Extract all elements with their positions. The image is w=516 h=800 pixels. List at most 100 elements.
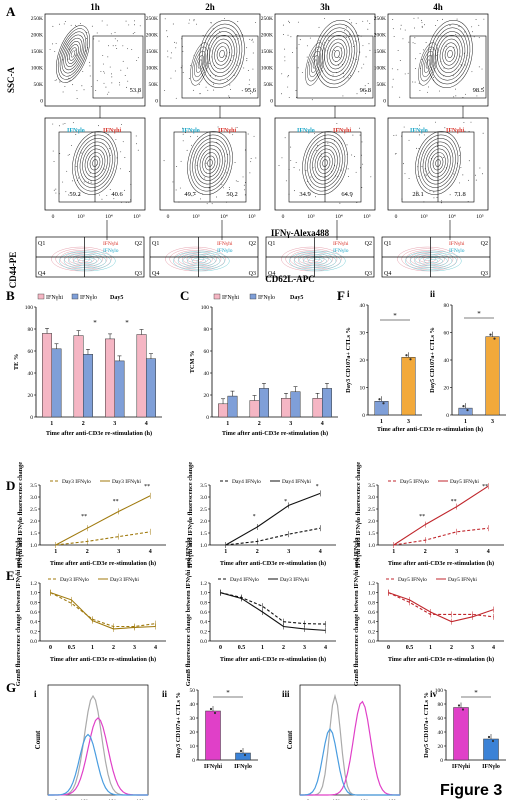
contour-line-lo	[187, 255, 216, 267]
scatter-dot	[349, 33, 351, 35]
scatter-dot	[431, 55, 433, 57]
y-tick-label: 20	[438, 744, 444, 750]
contour-line	[321, 31, 353, 77]
scatter-dot	[290, 146, 292, 148]
scatter-dot	[122, 45, 124, 47]
scatter-dot	[241, 90, 243, 92]
scatter-dot	[292, 52, 293, 54]
contour-line	[319, 27, 355, 81]
scatter-dot	[109, 154, 111, 156]
quadrant-label: Q3	[481, 271, 488, 277]
scatter-dot	[170, 52, 172, 54]
contour-line	[334, 50, 340, 58]
quadrant-label: Q2	[249, 241, 256, 247]
x-tick-label: 4	[321, 421, 324, 427]
scatter-dot	[297, 21, 299, 23]
y-tick-label: 100K	[374, 66, 386, 72]
bar	[249, 400, 260, 418]
scatter-dot	[126, 86, 127, 88]
significance-star: **	[113, 499, 119, 505]
x-tick-label: 4	[487, 549, 490, 555]
contour-line	[199, 148, 221, 178]
scatter-dot	[318, 40, 320, 42]
scatter-dot	[90, 86, 92, 87]
x-tick-label: 10³	[77, 214, 85, 220]
scatter-dot	[449, 25, 451, 26]
scatter-dot	[207, 89, 209, 91]
scatter-dot	[345, 36, 347, 38]
subpanel-label: i	[34, 689, 37, 699]
scatter-dot	[442, 18, 444, 20]
x-tick-label: 0	[52, 214, 55, 220]
y-tick-label: 0.0	[368, 639, 375, 645]
contour-line-hi	[72, 255, 91, 263]
y-axis-label: GzmB fluorescence change between IFNγhi …	[353, 538, 360, 687]
scatter-dot	[414, 27, 416, 29]
y-axis-label: Count	[34, 730, 42, 749]
x-axis-label: Time after anti-CD3e re-stimulation (h)	[388, 656, 494, 663]
scatter-dot	[182, 46, 184, 48]
scatter-dot	[52, 150, 54, 152]
y-tick-label: 250K	[374, 16, 386, 22]
scatter-dot	[414, 81, 416, 83]
scatter-dot	[306, 56, 308, 58]
scatter-dot	[298, 43, 300, 45]
contour-line	[415, 131, 461, 195]
x-tick-label: 2	[424, 549, 427, 555]
x-tick-label: 10⁵	[133, 214, 141, 220]
significance-star: *	[284, 499, 287, 505]
scatter-dot	[306, 45, 308, 47]
gate-percent: 95.6	[245, 87, 257, 94]
scatter-dot	[324, 42, 325, 44]
scatter-dot	[415, 58, 417, 60]
scatter-dot	[246, 47, 248, 49]
scatter-dot	[62, 181, 64, 183]
legend-text: IFNγhi	[222, 295, 239, 301]
y-tick-label: 50K	[377, 82, 387, 88]
significance-star: **	[451, 499, 457, 505]
panel-d: 1.0 1.5 2.0 2.5 3.0 3.5 Time after anti-CD3e r…	[17, 462, 504, 568]
scatter-dot	[174, 41, 176, 43]
scatter-dot	[62, 123, 64, 125]
y-tick-label: 40	[190, 702, 196, 708]
scatter-dot	[295, 96, 297, 98]
contour-line	[307, 46, 323, 82]
bar	[105, 338, 116, 418]
scatter-dot	[433, 76, 434, 78]
x-tick-label: 2	[82, 421, 85, 427]
scatter-dot	[427, 91, 428, 93]
legend-text: Day5 IFNγlo	[398, 577, 427, 583]
scatter-dot	[213, 89, 215, 91]
scatter-dot	[350, 75, 352, 76]
scatter-dot	[135, 135, 137, 137]
quadrant-label: Q1	[38, 241, 45, 247]
contour-line	[421, 50, 435, 78]
scatter-dot	[416, 147, 417, 149]
ssc-axis-label: SSC-A	[6, 67, 16, 94]
scatter-dot	[89, 172, 91, 174]
contour-line-lo	[182, 254, 221, 268]
scatter-dot	[347, 176, 349, 178]
contour-line	[207, 159, 213, 167]
scatter-dot	[99, 194, 101, 196]
x-tick-label: 4	[324, 645, 327, 651]
y-tick-label: 2.5	[30, 507, 37, 513]
scatter-dot	[90, 181, 92, 183]
x-axis-label: Time after anti-CD3e re-stimulation (h)	[50, 560, 156, 567]
scatter-dot	[414, 37, 416, 39]
scatter-dot	[83, 181, 85, 183]
contour-line	[309, 141, 341, 185]
scatter-dot	[71, 180, 73, 182]
panel-label-c: C	[180, 288, 190, 303]
scatter-dot	[182, 133, 184, 135]
scatter-dot	[55, 188, 57, 190]
contour-line-lo	[298, 254, 337, 268]
legend-text: Day3 IFNγhi	[112, 479, 141, 485]
panel-label-f: F	[337, 288, 345, 303]
y-axis-label: Day5 CD107a+ CTLs %	[423, 692, 430, 758]
scatter-dot	[287, 34, 289, 36]
scatter-dot	[253, 135, 255, 137]
contour-line	[209, 35, 235, 73]
scatter-dot	[188, 78, 190, 79]
y-axis-label: Day5 CD107a+ CTLs %	[429, 327, 436, 393]
